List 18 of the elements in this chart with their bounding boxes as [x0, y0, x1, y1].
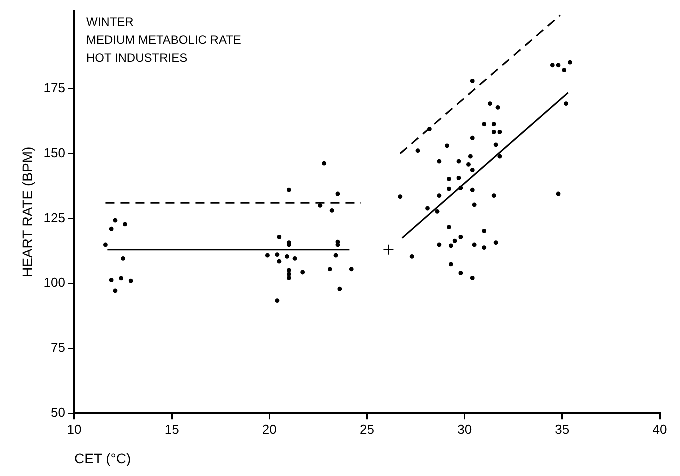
- x-tick-label: 20: [262, 422, 277, 437]
- x-tick-label: 10: [67, 422, 82, 437]
- x-tick-label: 30: [458, 422, 472, 437]
- x-axis-title: CET (°C): [74, 450, 132, 466]
- x-tick-label: 25: [360, 422, 374, 437]
- y-tick-label: 75: [51, 340, 66, 356]
- y-tick-label: 175: [44, 80, 66, 96]
- x-tick-label: 40: [652, 422, 668, 437]
- y-tick-label: 50: [51, 405, 66, 420]
- y-tick-label: 125: [44, 210, 66, 226]
- annotation: MEDIUM METABOLIC RATE: [86, 33, 242, 48]
- x-tick-label: 15: [164, 422, 180, 437]
- y-tick-label: 150: [44, 145, 66, 160]
- annotation: WINTER: [86, 15, 134, 30]
- y-axis-title: HEART RATE (BPM): [19, 146, 36, 278]
- x-tick-label: 35: [555, 422, 570, 437]
- annotation: HOT INDUSTRIES: [86, 51, 188, 66]
- y-tick-label: 100: [44, 275, 66, 290]
